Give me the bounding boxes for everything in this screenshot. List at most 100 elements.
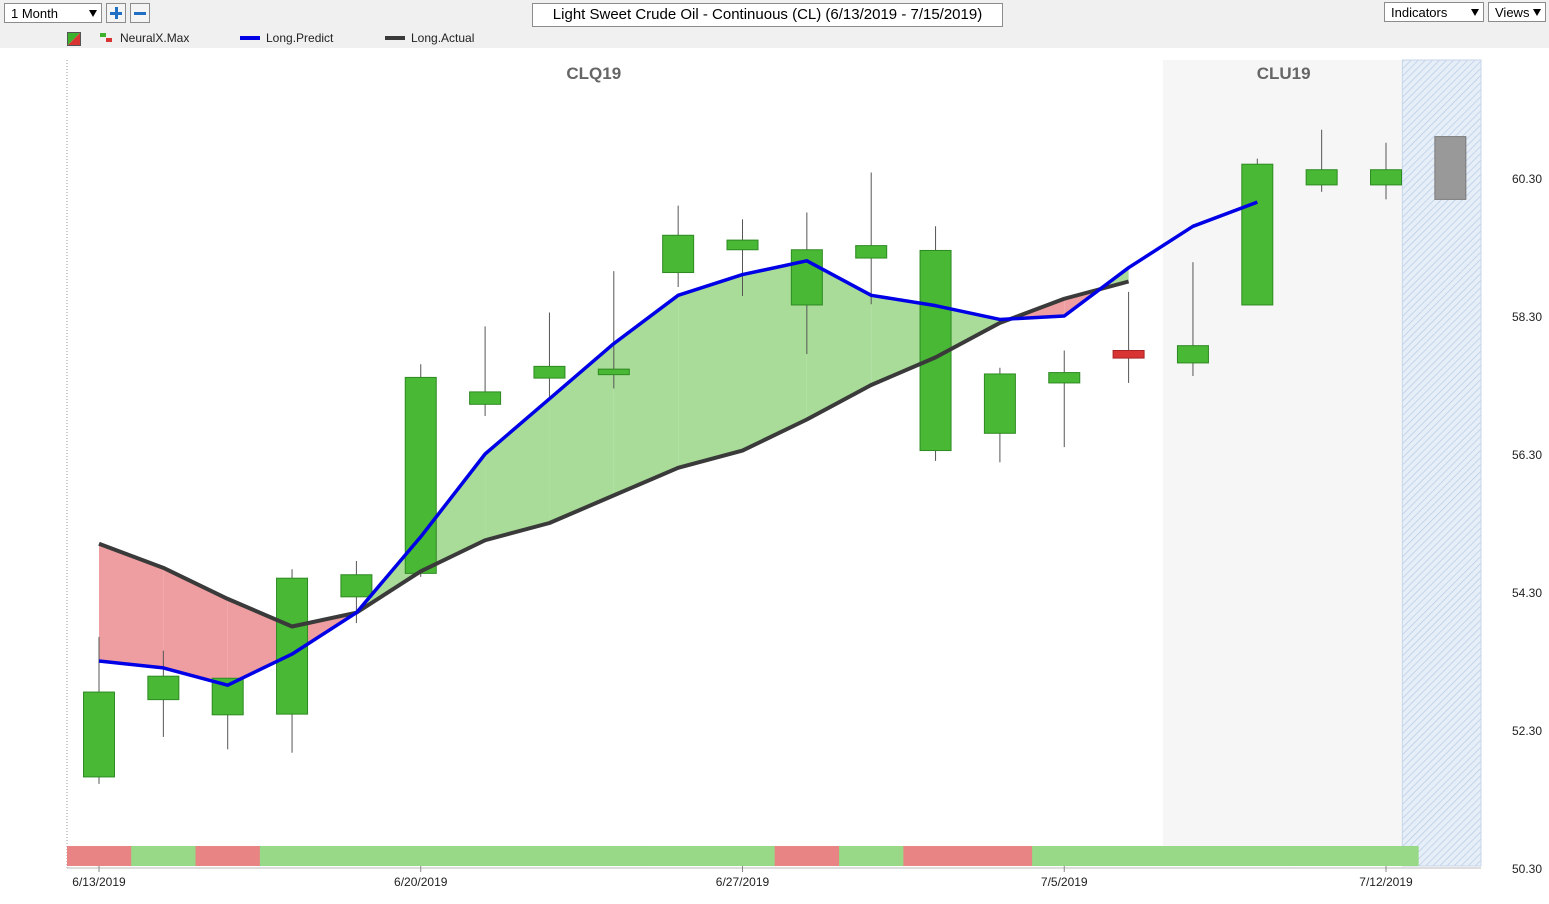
minus-icon bbox=[134, 12, 146, 15]
candle bbox=[211, 677, 244, 750]
candle bbox=[1434, 136, 1467, 200]
long-predict-line bbox=[98, 200, 1258, 687]
zoom-in-button[interactable] bbox=[106, 3, 126, 23]
candle bbox=[1370, 142, 1402, 200]
chevron-down-icon bbox=[1533, 9, 1541, 16]
neuralx-signal-cell bbox=[1353, 846, 1419, 866]
candle-body bbox=[983, 373, 1016, 434]
x-tick-label: 7/5/2019 bbox=[1041, 875, 1088, 889]
x-tick-label: 6/13/2019 bbox=[72, 875, 126, 889]
spread-fill bbox=[613, 295, 679, 496]
candle-body bbox=[1112, 350, 1145, 359]
chevron-down-icon bbox=[89, 10, 97, 17]
candle-body bbox=[855, 245, 888, 259]
legend-long-actual-label: Long.Actual bbox=[411, 31, 475, 45]
candle bbox=[340, 560, 373, 624]
neuralx-signal-cell bbox=[645, 846, 711, 866]
zoom-out-button[interactable] bbox=[130, 3, 150, 23]
candle bbox=[1241, 158, 1274, 306]
candle-body bbox=[1176, 345, 1209, 364]
chart-color-icon[interactable] bbox=[67, 32, 81, 46]
y-tick-label: 60.30 bbox=[1512, 172, 1542, 186]
neuralx-signal-cell bbox=[903, 846, 969, 866]
neuralx-signal-cell bbox=[581, 846, 647, 866]
chart-title: Light Sweet Crude Oil - Continuous (CL) … bbox=[532, 3, 1003, 27]
neuralx-signal-cell bbox=[774, 846, 840, 866]
spread-fill bbox=[742, 260, 807, 451]
spread-fill bbox=[99, 543, 164, 668]
neuralx-signal-cell bbox=[517, 846, 583, 866]
candle-body bbox=[147, 675, 180, 701]
neuralx-signal-cell bbox=[67, 846, 132, 866]
indicators-select[interactable]: Indicators bbox=[1384, 2, 1484, 22]
candle-body bbox=[469, 391, 502, 405]
neuralx-signal-cell bbox=[1225, 846, 1290, 866]
spread-fill bbox=[163, 567, 228, 686]
toolbar: 1 Month Light Sweet Crude Oil - Continuo… bbox=[0, 0, 1549, 48]
candle bbox=[1305, 129, 1338, 192]
spread-fill bbox=[549, 343, 614, 523]
candle bbox=[1112, 291, 1145, 383]
period-select[interactable]: 1 Month bbox=[4, 3, 102, 23]
neuralx-signal-cell bbox=[259, 846, 325, 866]
y-tick-label: 50.30 bbox=[1512, 862, 1542, 876]
x-tick-label: 6/20/2019 bbox=[394, 875, 448, 889]
candle bbox=[1176, 262, 1209, 377]
spread-fill bbox=[678, 274, 743, 468]
neuralx-signal-cell bbox=[452, 846, 518, 866]
x-tick-label: 7/12/2019 bbox=[1359, 875, 1413, 889]
candle-body bbox=[597, 368, 630, 376]
candle-body bbox=[1434, 136, 1467, 200]
candle-body bbox=[790, 249, 823, 306]
candle bbox=[919, 226, 952, 461]
neuralx-signal-cell bbox=[195, 846, 261, 866]
y-tick-label: 58.30 bbox=[1512, 310, 1542, 324]
neuralx-signal-cell bbox=[1096, 846, 1162, 866]
contract-label: CLQ19 bbox=[566, 64, 621, 83]
candle bbox=[983, 367, 1016, 463]
neuralx-signal-cell bbox=[967, 846, 1033, 866]
contract-region-clu19 bbox=[1162, 60, 1403, 866]
candle-body bbox=[1305, 169, 1338, 186]
neuralx-signal-cell bbox=[388, 846, 454, 866]
spread-fill bbox=[485, 398, 550, 541]
period-select-value: 1 Month bbox=[11, 6, 58, 21]
candle-body bbox=[662, 234, 695, 274]
candle bbox=[469, 326, 502, 417]
neuralx-signal-cell bbox=[1289, 846, 1355, 866]
views-select[interactable]: Views bbox=[1488, 2, 1546, 22]
price-chart: CLQ19 CLU19 50.30 52.30 54.30 56.30 58.30 60.3… bbox=[66, 59, 1542, 889]
candle bbox=[1048, 350, 1081, 448]
candle-body bbox=[83, 691, 115, 778]
candle bbox=[83, 636, 115, 784]
neuralx-signal-cell bbox=[324, 846, 390, 866]
candle-body bbox=[726, 239, 759, 251]
neuralx-signal-cell bbox=[710, 846, 776, 866]
candle-body bbox=[1370, 169, 1402, 186]
candle bbox=[790, 212, 823, 354]
candle-body bbox=[1048, 372, 1081, 384]
candle-body bbox=[1241, 163, 1274, 306]
y-tick-label: 56.30 bbox=[1512, 448, 1542, 462]
candle bbox=[597, 271, 630, 389]
views-label: Views bbox=[1495, 5, 1530, 20]
long-actual-line bbox=[98, 279, 1130, 629]
candle-body bbox=[533, 365, 566, 379]
y-tick-label: 54.30 bbox=[1512, 586, 1542, 600]
spread-fill bbox=[935, 305, 1000, 358]
candle bbox=[855, 172, 888, 305]
indicators-label: Indicators bbox=[1391, 5, 1448, 20]
legend-long-predict-label: Long.Predict bbox=[266, 31, 334, 45]
spread-fill bbox=[420, 454, 486, 572]
candle bbox=[726, 219, 759, 296]
chevron-down-icon bbox=[1471, 9, 1479, 16]
candle bbox=[404, 364, 437, 577]
candle-body bbox=[404, 376, 437, 574]
neuralx-signal-cell bbox=[1032, 846, 1097, 866]
chart-area[interactable]: CLQ19 CLU19 50.30 52.30 54.30 56.30 58.30 60.3… bbox=[0, 48, 1549, 899]
candle-body bbox=[340, 574, 373, 598]
neuralx-signal-cell bbox=[1160, 846, 1226, 866]
candle bbox=[147, 650, 180, 737]
neuralx-signal-cell bbox=[131, 846, 197, 866]
x-tick-label: 6/27/2019 bbox=[716, 875, 770, 889]
